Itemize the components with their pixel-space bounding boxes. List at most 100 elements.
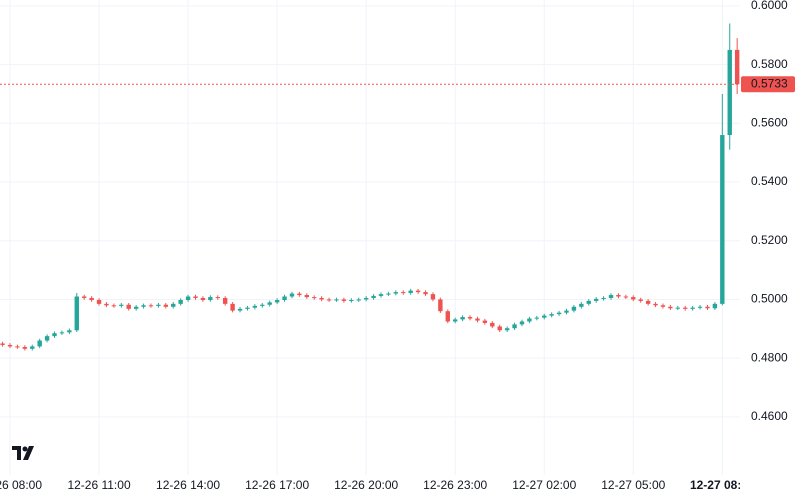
candle-body [519, 321, 525, 325]
candle-body [237, 308, 243, 311]
candle-body [690, 307, 695, 309]
candle-body [512, 324, 517, 329]
candle-body [349, 300, 354, 302]
candle-body [660, 305, 666, 307]
candle-body [467, 317, 473, 319]
candle-body [363, 297, 369, 300]
candle-body [111, 305, 117, 307]
candle-body [274, 300, 280, 303]
candle-body [490, 322, 495, 327]
candle-body [7, 344, 13, 347]
y-tick-label: 0.4600 [751, 409, 788, 423]
candle-body [67, 330, 72, 333]
x-tick-label: 12-26 17:00 [245, 478, 309, 492]
logo-part [12, 446, 21, 460]
candle-body [52, 333, 57, 337]
candle-body [163, 304, 169, 307]
candle-body [683, 307, 688, 309]
candle-body [371, 295, 376, 298]
candle-body [222, 297, 228, 304]
candle-body [59, 332, 65, 334]
candle-body [22, 347, 28, 349]
candle-body [675, 307, 680, 309]
candle-body [171, 303, 176, 307]
candle-body [393, 292, 399, 294]
last-price-label: 0.5733 [751, 76, 788, 90]
candle-body [378, 294, 384, 296]
candle-body [438, 299, 443, 312]
candle-body [638, 299, 643, 301]
candle-body [156, 304, 161, 306]
candle-body [74, 296, 79, 331]
candle-body [312, 297, 317, 299]
candle-body [267, 302, 272, 305]
time-axis: 12-26 08:00 12-26 11:00 12-26 14:00 12-26 1… [0, 478, 755, 492]
candle-body [15, 346, 20, 348]
candle-body [415, 290, 421, 293]
candle-body [601, 297, 606, 299]
candle-body [297, 293, 302, 296]
y-tick-label: 0.5000 [751, 292, 788, 306]
candle-body [497, 326, 502, 331]
candle-body [356, 299, 361, 301]
candle-body [215, 297, 220, 299]
candle-body [408, 290, 413, 293]
candle-body [556, 312, 562, 315]
candle-body [608, 295, 614, 298]
y-tick-label: 0.5400 [751, 174, 788, 188]
candle-body [252, 305, 258, 308]
candle-body [193, 296, 198, 298]
candle-body [571, 306, 577, 311]
candle-body [734, 49, 740, 85]
candle-body [44, 336, 50, 341]
candle-body [126, 304, 131, 309]
candle-body [282, 296, 287, 301]
candle-body [148, 305, 154, 307]
y-tick-label: 0.5200 [751, 233, 788, 247]
candle-body [208, 297, 213, 301]
price-axis: 0.4600 0.4800 0.5000 0.5200 0.5400 0.5600 0.58… [741, 0, 795, 423]
candle-body [185, 296, 191, 301]
candle-body [401, 292, 406, 294]
candle-body [178, 300, 183, 304]
candle-body [616, 295, 621, 297]
candle-body [712, 303, 718, 309]
candle-body [460, 317, 465, 320]
candle-body [445, 311, 450, 322]
candle-body [720, 135, 725, 304]
candle-body [668, 306, 673, 309]
logo-part [22, 446, 28, 452]
candle-body [705, 306, 710, 309]
candles [0, 23, 740, 351]
x-tick-label: 12-27 02:00 [512, 478, 576, 492]
candle-body [645, 300, 651, 304]
candle-body [104, 303, 109, 306]
y-tick-label: 0.4800 [751, 350, 788, 364]
x-tick-label: 12-26 23:00 [423, 478, 487, 492]
candle-body [96, 300, 102, 304]
candle-body [82, 296, 87, 298]
candle-body [304, 295, 309, 298]
candle-body [119, 304, 124, 306]
candle-body [727, 49, 732, 136]
candle-body [423, 292, 428, 295]
candle-body [534, 317, 540, 319]
x-tick-label: 12-27 08:00 [690, 478, 755, 492]
x-tick-label: 12-27 05:00 [601, 478, 665, 492]
y-tick-label: 0.5600 [751, 115, 788, 129]
candle-body [245, 307, 250, 309]
candle-body [0, 343, 5, 345]
candle-body [475, 318, 480, 321]
x-tick-label: 12-26 14:00 [156, 478, 220, 492]
candle-body [549, 314, 554, 316]
candle-body [326, 299, 332, 301]
candle-body [133, 306, 139, 309]
candle-body [579, 303, 584, 307]
candle-body [593, 298, 599, 301]
candle-body [30, 346, 35, 349]
last-price-box [741, 76, 795, 93]
candle-body [653, 303, 658, 306]
candle-body [334, 299, 339, 301]
x-tick-label: 12-26 08:00 [0, 478, 42, 492]
